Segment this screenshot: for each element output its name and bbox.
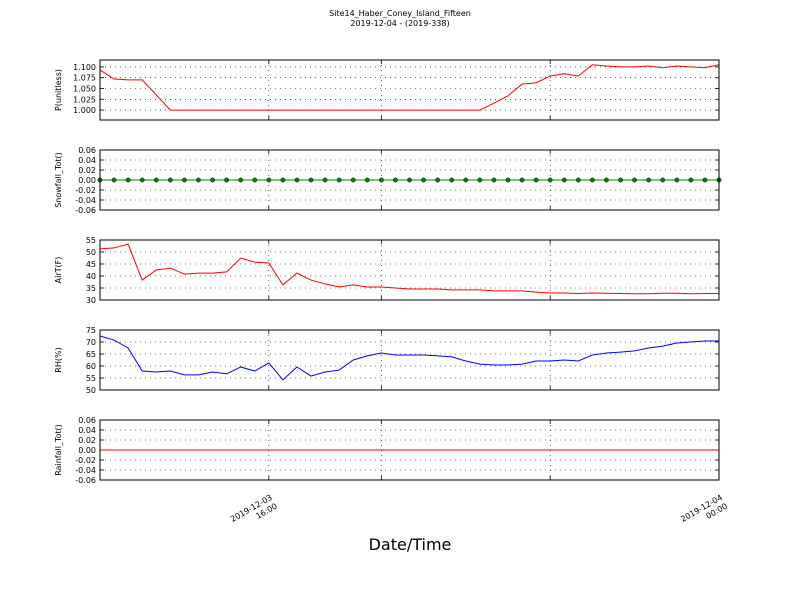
data-point [322, 177, 328, 183]
data-point [660, 177, 666, 183]
data-point [547, 177, 553, 183]
plot-frame [99, 419, 720, 481]
y-tick-label: -0.04 [75, 196, 96, 205]
data-point [210, 177, 215, 183]
y-tick-label: 50 [86, 248, 96, 257]
y-tick-label: -0.06 [75, 476, 96, 485]
data-point [646, 177, 652, 183]
plot-frame [99, 329, 720, 391]
plot-frame [99, 149, 720, 211]
y-tick-label: 0.00 [78, 176, 96, 185]
data-point [393, 177, 398, 183]
data-point [308, 177, 314, 183]
y-tick-label: -0.02 [75, 456, 96, 465]
y-tick-label: 55 [86, 374, 96, 383]
data-line [99, 64, 720, 111]
data-point [477, 177, 483, 183]
data-point [589, 177, 595, 183]
y-tick-label: 0.04 [78, 156, 96, 165]
data-point [153, 177, 159, 183]
data-line [99, 243, 719, 295]
data-point [561, 177, 567, 183]
y-tick-label: 0.06 [78, 416, 96, 425]
data-point [167, 177, 173, 183]
data-point [533, 177, 539, 183]
data-point [604, 177, 609, 183]
chart-subtitle: 2019-12-04 - (2019-338) [350, 19, 449, 28]
y-tick-label: 65 [86, 350, 96, 359]
y-tick-label: 1.050 [73, 84, 96, 93]
y-axis-label: RH(%) [54, 347, 63, 372]
data-point [435, 177, 441, 183]
data-point [350, 177, 356, 183]
y-tick-label: 40 [86, 272, 96, 281]
data-point [702, 177, 708, 183]
y-tick-label: 70 [86, 338, 96, 347]
plot-frame [99, 239, 720, 301]
y-tick-label: 30 [86, 296, 96, 305]
data-point [674, 177, 680, 183]
x-axis-label: Date/Time [369, 535, 452, 554]
data-point [463, 177, 469, 183]
data-point [294, 177, 300, 183]
y-tick-label: 55 [86, 236, 96, 245]
y-tick-label: 1.100 [73, 63, 96, 72]
y-tick-label: 1.025 [73, 95, 96, 104]
data-point [280, 177, 286, 183]
y-tick-label: 50 [86, 386, 96, 395]
data-point [491, 177, 497, 183]
data-point [519, 177, 525, 183]
y-tick-label: 35 [86, 284, 96, 293]
y-axis-label: AirT(F) [54, 257, 63, 284]
data-point [266, 177, 272, 183]
y-tick-label: 0.00 [78, 446, 96, 455]
data-point [336, 177, 342, 183]
data-point [575, 177, 581, 183]
data-point [632, 177, 637, 183]
y-tick-label: -0.02 [75, 186, 96, 195]
data-point [238, 177, 244, 183]
y-tick-label: 0.06 [78, 146, 96, 155]
data-point [224, 177, 230, 183]
y-tick-label: 1.075 [73, 74, 96, 83]
y-tick-label: 1.000 [73, 106, 96, 115]
data-point [111, 177, 117, 183]
data-point [505, 177, 511, 183]
y-tick-label: 0.02 [78, 166, 96, 175]
y-tick-label: -0.04 [75, 466, 96, 475]
data-line [99, 335, 719, 381]
y-tick-label: 75 [86, 326, 96, 335]
data-point [378, 177, 384, 183]
y-tick-label: 45 [86, 260, 96, 269]
data-point [125, 177, 131, 183]
data-point [618, 177, 623, 183]
data-point [252, 177, 258, 183]
data-point [139, 177, 145, 183]
data-point [182, 177, 187, 183]
y-tick-label: 0.02 [78, 436, 96, 445]
data-point [364, 177, 370, 183]
y-axis-label: Snowfall_Tot() [54, 152, 63, 208]
data-point [688, 177, 694, 183]
y-tick-label: 0.04 [78, 426, 96, 435]
y-axis-label: P(unitless) [54, 69, 63, 111]
plot-frame [99, 59, 720, 121]
data-point [407, 177, 412, 183]
y-tick-label: 60 [86, 362, 96, 371]
data-point [421, 177, 426, 183]
chart-title: Site14_Haber_Coney_Island_Fifteen [329, 9, 471, 18]
data-point [196, 177, 201, 183]
y-tick-label: -0.06 [75, 206, 96, 215]
y-axis-label: Rainfall_Tot() [54, 424, 63, 476]
data-point [449, 177, 455, 183]
